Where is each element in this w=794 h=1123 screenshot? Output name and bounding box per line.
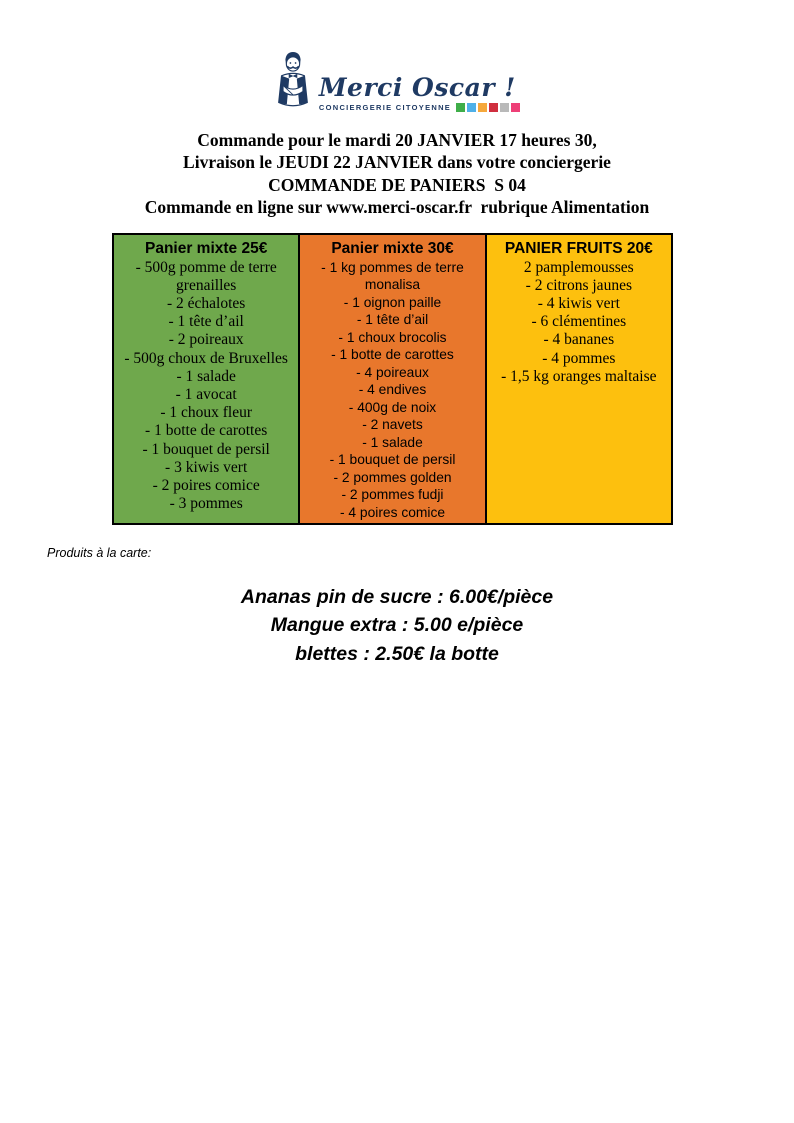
logo-color-square xyxy=(478,103,488,112)
basket-item: - 4 bananes xyxy=(543,331,615,349)
basket-title: Panier mixte 30€ xyxy=(331,239,454,257)
header-line-delivery: Livraison le JEUDI 22 JANVIER dans votre… xyxy=(183,152,611,173)
logo-text: Merci Oscar ! CONCIERGERIE CITOYENNE xyxy=(318,73,521,112)
basket-item: - 1 tête d’ail xyxy=(356,312,429,328)
basket-items: - 500g pomme de terre grenailles - 2 écha… xyxy=(116,259,296,514)
basket-item: - 1 choux fleur xyxy=(160,404,252,422)
header-line-title: COMMANDE DE PANIERS S 04 xyxy=(268,174,526,195)
basket-item: - 1 avocat xyxy=(175,386,237,404)
basket-item: - 3 kiwis vert xyxy=(165,458,248,476)
basket-title: Panier mixte 25€ xyxy=(144,239,268,257)
basket-item: - 4 kiwis vert xyxy=(537,295,620,313)
logo-tagline: CONCIERGERIE CITOYENNE xyxy=(318,103,452,112)
basket-item: - 1 oignon paille xyxy=(343,294,442,310)
basket-items: - 1 kg pommes de terre monalisa - 1 oigno… xyxy=(302,259,482,522)
basket-item: - 1 salade xyxy=(362,434,423,450)
basket-item: - 1 kg pommes de terre monalisa xyxy=(321,259,464,293)
basket-item: - 1 botte de carottes xyxy=(145,422,268,440)
basket-item: - 2 poireaux xyxy=(168,331,244,349)
a-la-carte-label: Produits à la carte: xyxy=(47,545,152,560)
basket-item: 2 pamplemousses xyxy=(523,258,634,276)
basket-item: - 3 pommes xyxy=(169,495,243,513)
logo-color-squares xyxy=(456,103,521,112)
basket-item: - 1 botte de carottes xyxy=(331,347,454,363)
basket-title: PANIER FRUITS 20€ xyxy=(504,239,653,257)
basket-panel-mixte-25: Panier mixte 25€ - 500g pomme de terre g… xyxy=(114,234,299,523)
a-la-carte-price-line: Ananas pin de sucre : 6.00€/pièce xyxy=(240,585,554,608)
logo-color-square xyxy=(500,103,510,112)
basket-item: - 1 salade xyxy=(176,367,236,385)
basket-item: - 1,5 kg oranges maltaise xyxy=(501,367,657,385)
logo-color-square xyxy=(456,103,466,112)
basket-item: - 4 pommes xyxy=(542,349,616,367)
basket-item: - 2 échalotes xyxy=(167,295,246,313)
basket-items: 2 pamplemousses - 2 citrons jaunes - 4 kiw… xyxy=(489,259,669,386)
a-la-carte-prices: Ananas pin de sucre : 6.00€/pièce Mangue … xyxy=(0,583,794,669)
basket-item: - 2 pommes golden xyxy=(333,469,452,485)
a-la-carte-price-line: Mangue extra : 5.00 e/pièce xyxy=(270,614,524,637)
logo: Merci Oscar ! CONCIERGERIE CITOYENNE xyxy=(0,0,794,112)
basket-item: - 2 citrons jaunes xyxy=(525,276,632,294)
basket-panel-fruits-20: PANIER FRUITS 20€ 2 pamplemousses - 2 cit… xyxy=(484,234,671,523)
a-la-carte-price-line: blettes : 2.50€ la botte xyxy=(295,642,499,665)
logo-color-square xyxy=(489,103,499,112)
basket-item: - 4 poireaux xyxy=(356,364,429,380)
logo-tagline-row: CONCIERGERIE CITOYENNE xyxy=(318,103,521,112)
basket-item: - 500g pomme de terre grenailles xyxy=(135,258,277,294)
basket-item: - 6 clémentines xyxy=(531,313,627,331)
logo-wordmark: Merci Oscar ! xyxy=(318,73,516,102)
basket-item: - 500g choux de Bruxelles xyxy=(124,349,288,367)
basket-item: - 4 poires comice xyxy=(339,504,446,520)
order-header: Commande pour le mardi 20 JANVIER 17 heu… xyxy=(0,129,794,219)
basket-item: - 1 bouquet de persil xyxy=(329,452,456,468)
basket-item: - 1 tête d’ail xyxy=(168,313,244,331)
basket-item: - 400g de noix xyxy=(348,399,437,415)
basket-item: - 1 choux brocolis xyxy=(338,329,447,345)
header-line-website: Commande en ligne sur www.merci-oscar.fr… xyxy=(144,197,650,218)
header-line-order-date: Commande pour le mardi 20 JANVIER 17 heu… xyxy=(197,130,597,150)
logo-color-square xyxy=(511,103,521,112)
logo-color-square xyxy=(467,103,477,112)
basket-item: - 1 bouquet de persil xyxy=(142,440,270,458)
basket-item: - 2 pommes fudji xyxy=(341,487,444,503)
basket-item: - 2 poires comice xyxy=(152,477,260,495)
oscar-mascot-icon xyxy=(277,52,308,107)
basket-item: - 2 navets xyxy=(362,417,423,433)
basket-item: - 4 endives xyxy=(358,382,427,398)
basket-panel-mixte-30: Panier mixte 30€ - 1 kg pommes de terre … xyxy=(298,234,485,523)
baskets-table: Panier mixte 25€ - 500g pomme de terre g… xyxy=(112,232,673,525)
